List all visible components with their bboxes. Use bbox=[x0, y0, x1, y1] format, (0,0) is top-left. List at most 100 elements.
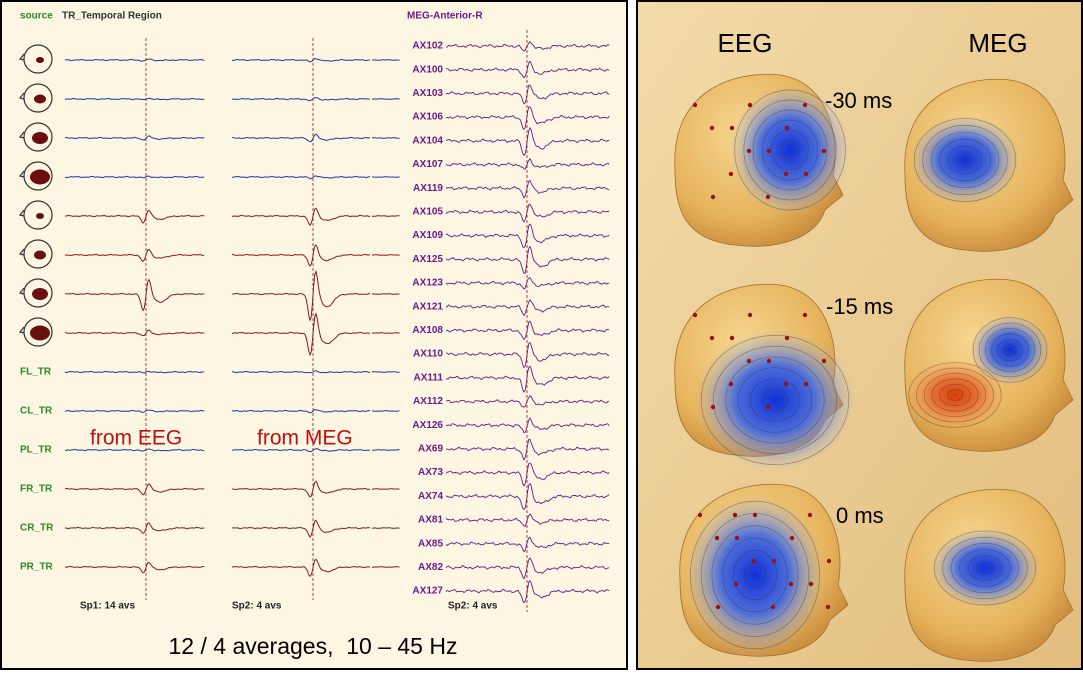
waveform bbox=[445, 417, 610, 434]
row-label: CR_TR bbox=[20, 523, 54, 534]
meg-title: MEG-Anterior-R bbox=[407, 11, 483, 22]
head-nose bbox=[18, 287, 25, 295]
head-icon bbox=[18, 200, 53, 230]
contour bbox=[737, 367, 813, 433]
row-label: PR_TR bbox=[20, 562, 54, 573]
electrode bbox=[766, 358, 772, 364]
waveform bbox=[445, 395, 610, 408]
contour bbox=[1003, 344, 1017, 356]
waveform bbox=[64, 175, 205, 179]
head-map bbox=[904, 78, 1074, 252]
waveform bbox=[372, 59, 400, 61]
channel-label: AX85 bbox=[418, 538, 443, 549]
contour bbox=[976, 561, 994, 575]
channel-label: AX123 bbox=[412, 278, 443, 289]
head-map bbox=[674, 73, 850, 247]
channel-label: AX109 bbox=[412, 230, 443, 241]
contour bbox=[972, 317, 1048, 383]
waveform bbox=[371, 176, 400, 178]
waveform bbox=[231, 409, 371, 414]
head-icon bbox=[18, 161, 53, 191]
contour bbox=[762, 388, 788, 412]
channel-label: AX107 bbox=[412, 159, 443, 170]
waveform bbox=[445, 438, 610, 461]
field-blob bbox=[970, 315, 1050, 385]
row-label: PL_TR bbox=[20, 445, 52, 456]
contour bbox=[939, 138, 991, 182]
electrode bbox=[751, 558, 757, 564]
row-label: CL_TR bbox=[20, 406, 53, 417]
source-blob bbox=[32, 288, 48, 300]
row-label: FR_TR bbox=[20, 484, 53, 495]
footer: Sp1: 14 avs bbox=[80, 601, 135, 612]
head-nose bbox=[18, 170, 25, 178]
head-nose bbox=[18, 248, 25, 256]
electrode bbox=[697, 512, 703, 518]
contour bbox=[743, 99, 837, 201]
waveform bbox=[371, 254, 400, 256]
waveform bbox=[445, 60, 610, 79]
contour bbox=[942, 536, 1028, 600]
source-blob bbox=[34, 94, 46, 104]
electrode bbox=[803, 171, 809, 177]
electrode bbox=[802, 102, 808, 108]
electrode bbox=[729, 335, 735, 341]
electrode bbox=[808, 581, 814, 587]
electrode bbox=[746, 358, 752, 364]
head-nose bbox=[18, 131, 25, 139]
region-label: TR_Temporal Region bbox=[62, 11, 162, 22]
field-blob bbox=[695, 330, 855, 470]
waveform bbox=[232, 244, 371, 267]
waveform bbox=[371, 488, 400, 490]
head-outline bbox=[23, 239, 53, 269]
annotation: from MEG bbox=[257, 427, 353, 450]
waveform bbox=[64, 135, 205, 141]
waveform bbox=[445, 320, 610, 341]
contour bbox=[959, 549, 1011, 587]
head-map bbox=[674, 283, 855, 470]
head-icon bbox=[18, 239, 53, 269]
waveform bbox=[445, 579, 610, 604]
head-outline bbox=[23, 200, 53, 230]
electrode bbox=[747, 102, 753, 108]
electrode bbox=[783, 381, 789, 387]
source-word: source bbox=[20, 11, 53, 22]
contour bbox=[922, 125, 1008, 195]
head-icon bbox=[18, 122, 53, 152]
channel-label: AX69 bbox=[418, 444, 443, 455]
contour bbox=[939, 383, 971, 407]
electrode bbox=[825, 604, 831, 610]
source-blob bbox=[32, 132, 48, 144]
waveform bbox=[231, 448, 371, 452]
head-outline bbox=[23, 122, 53, 152]
electrode bbox=[728, 381, 734, 387]
channel-label: AX103 bbox=[412, 88, 443, 99]
waveform bbox=[445, 365, 610, 393]
waveform bbox=[64, 248, 205, 263]
electrode bbox=[803, 381, 809, 387]
contour bbox=[752, 109, 828, 191]
field-blob bbox=[730, 85, 850, 215]
channel-label: AX106 bbox=[412, 112, 443, 123]
channel-label: AX125 bbox=[412, 254, 443, 265]
waveform bbox=[372, 137, 400, 139]
waveform bbox=[231, 97, 371, 102]
latency-label: -15 ms bbox=[826, 294, 893, 319]
electrode bbox=[752, 512, 758, 518]
waveform bbox=[371, 215, 400, 217]
head-icon bbox=[18, 278, 53, 308]
electrode bbox=[765, 194, 771, 200]
contour bbox=[750, 378, 800, 422]
electrode bbox=[784, 335, 790, 341]
channel-label: AX111 bbox=[414, 372, 444, 383]
contour bbox=[991, 333, 1029, 367]
contour bbox=[950, 543, 1020, 593]
waveform bbox=[445, 557, 610, 580]
contour bbox=[713, 345, 837, 455]
field-blob bbox=[910, 115, 1020, 205]
electrode bbox=[747, 312, 753, 318]
electrode bbox=[826, 558, 832, 564]
electrode bbox=[733, 581, 739, 587]
contour bbox=[913, 118, 1017, 202]
waveform bbox=[64, 278, 205, 312]
